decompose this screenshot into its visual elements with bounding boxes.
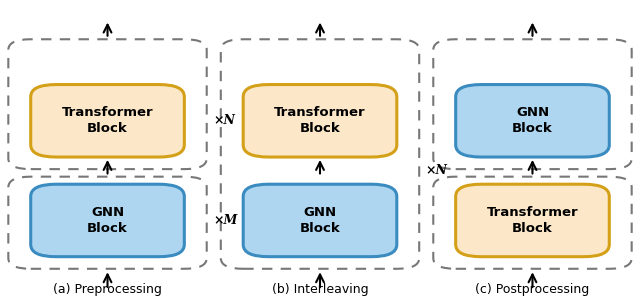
FancyBboxPatch shape xyxy=(433,39,632,169)
Text: (b) Interleaving: (b) Interleaving xyxy=(272,283,368,297)
FancyBboxPatch shape xyxy=(221,39,419,269)
Text: ×M: ×M xyxy=(638,114,640,127)
Text: GNN
Block: GNN Block xyxy=(512,106,553,135)
Text: (a) Preprocessing: (a) Preprocessing xyxy=(53,283,162,297)
FancyBboxPatch shape xyxy=(243,184,397,257)
FancyBboxPatch shape xyxy=(31,184,184,257)
FancyBboxPatch shape xyxy=(456,85,609,157)
Text: Transformer
Block: Transformer Block xyxy=(61,106,154,135)
Text: ×M: ×M xyxy=(213,214,237,227)
Text: ×N: ×N xyxy=(213,114,235,127)
Text: (c) Postprocessing: (c) Postprocessing xyxy=(476,283,589,297)
FancyBboxPatch shape xyxy=(433,177,632,269)
FancyBboxPatch shape xyxy=(8,177,207,269)
FancyBboxPatch shape xyxy=(31,85,184,157)
Text: GNN
Block: GNN Block xyxy=(87,206,128,235)
Text: ×N: ×N xyxy=(426,164,447,177)
Text: Transformer
Block: Transformer Block xyxy=(486,206,579,235)
FancyBboxPatch shape xyxy=(8,39,207,169)
Text: Transformer
Block: Transformer Block xyxy=(274,106,366,135)
FancyBboxPatch shape xyxy=(243,85,397,157)
Text: GNN
Block: GNN Block xyxy=(300,206,340,235)
Text: ×N: ×N xyxy=(638,214,640,227)
FancyBboxPatch shape xyxy=(456,184,609,257)
